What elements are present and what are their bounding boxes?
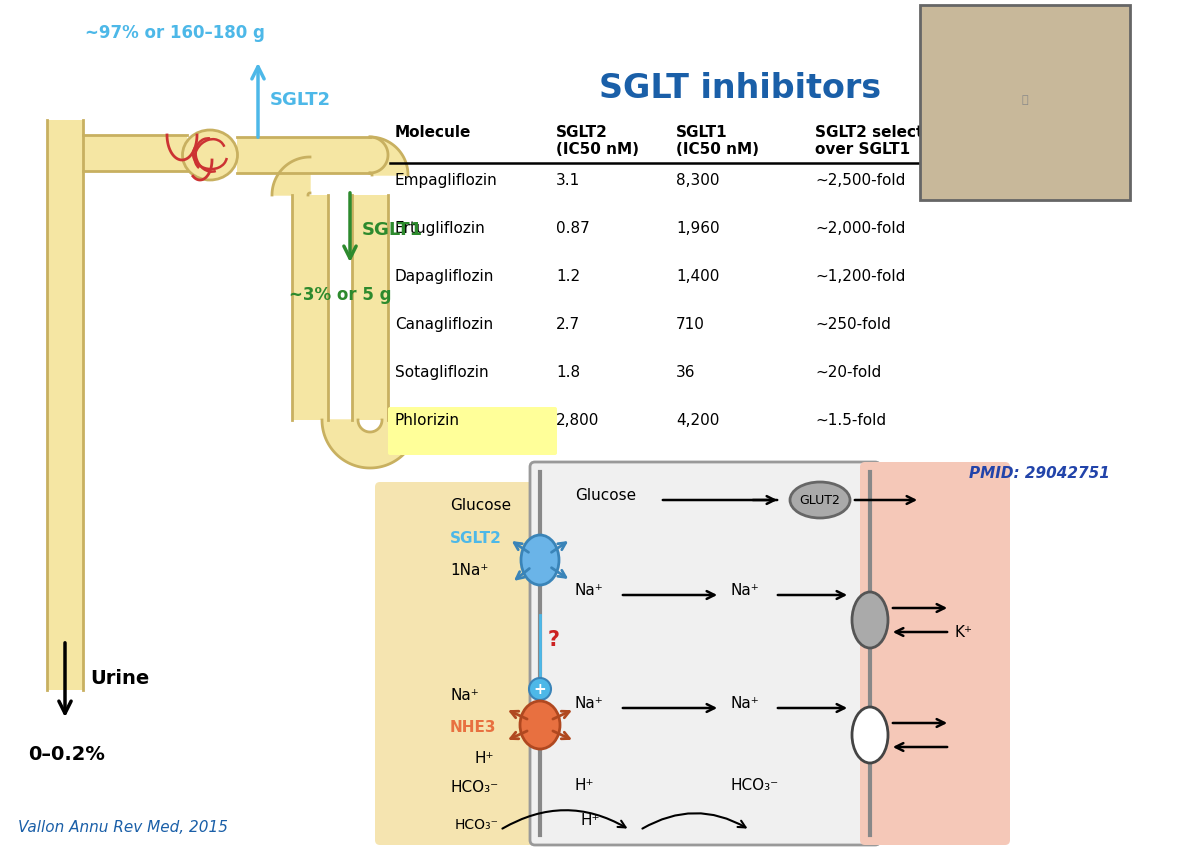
Text: H⁺: H⁺ [475, 751, 494, 765]
Text: (IC50 nM): (IC50 nM) [676, 142, 760, 157]
Text: 2.7: 2.7 [556, 317, 580, 332]
Text: ~2,000-fold: ~2,000-fold [815, 221, 905, 236]
Text: ?: ? [548, 630, 560, 650]
Text: 3.1: 3.1 [556, 173, 581, 188]
Text: Molecule: Molecule [395, 125, 472, 140]
Text: +: + [534, 681, 546, 697]
FancyBboxPatch shape [352, 195, 388, 420]
Text: 1,400: 1,400 [676, 269, 719, 284]
FancyBboxPatch shape [47, 120, 83, 690]
Text: H⁺: H⁺ [575, 777, 594, 793]
Text: Canagliflozin: Canagliflozin [395, 317, 493, 332]
Polygon shape [322, 420, 418, 468]
FancyBboxPatch shape [920, 5, 1130, 200]
Ellipse shape [520, 701, 560, 749]
Text: NHE3: NHE3 [450, 720, 497, 734]
Text: Ertugliflozin: Ertugliflozin [395, 221, 486, 236]
Text: SGLT2: SGLT2 [556, 125, 608, 140]
Ellipse shape [182, 130, 238, 180]
Text: ~3% or 5 g: ~3% or 5 g [289, 286, 391, 304]
Text: SGLT1: SGLT1 [676, 125, 727, 140]
Text: 1.2: 1.2 [556, 269, 580, 284]
Text: SGLT2 selectivity: SGLT2 selectivity [815, 125, 961, 140]
Text: 1Na⁺: 1Na⁺ [450, 563, 488, 577]
Text: 36: 36 [676, 365, 696, 380]
Text: H⁺: H⁺ [580, 812, 600, 828]
Text: Na⁺: Na⁺ [730, 582, 758, 598]
Text: ~1.5-fold: ~1.5-fold [815, 413, 886, 428]
Text: HCO₃⁻: HCO₃⁻ [450, 780, 498, 794]
Ellipse shape [852, 707, 888, 763]
Text: Vallon Annu Rev Med, 2015: Vallon Annu Rev Med, 2015 [18, 820, 228, 835]
Text: over SGLT1: over SGLT1 [815, 142, 910, 157]
Text: HCO₃⁻: HCO₃⁻ [730, 777, 778, 793]
Ellipse shape [521, 535, 559, 585]
Ellipse shape [790, 482, 850, 518]
Text: 8,300: 8,300 [676, 173, 720, 188]
FancyBboxPatch shape [83, 135, 187, 171]
Text: Glucose: Glucose [575, 487, 636, 503]
Text: Phlorizin: Phlorizin [395, 413, 460, 428]
Text: 2,800: 2,800 [556, 413, 599, 428]
FancyBboxPatch shape [238, 137, 370, 173]
Text: 1.8: 1.8 [556, 365, 580, 380]
Text: Na⁺: Na⁺ [450, 687, 479, 703]
Polygon shape [272, 157, 310, 195]
Text: HCO₃⁻: HCO₃⁻ [455, 818, 499, 832]
Text: Na⁺: Na⁺ [575, 582, 604, 598]
Text: Na⁺: Na⁺ [575, 695, 604, 711]
Text: 4,200: 4,200 [676, 413, 719, 428]
FancyBboxPatch shape [530, 462, 880, 845]
Text: Glucose: Glucose [450, 498, 511, 512]
Text: 📷: 📷 [1021, 95, 1028, 105]
FancyBboxPatch shape [374, 482, 545, 845]
Text: 1,960: 1,960 [676, 221, 720, 236]
Polygon shape [370, 137, 388, 173]
Text: 0.87: 0.87 [556, 221, 589, 236]
Text: ~20-fold: ~20-fold [815, 365, 881, 380]
Text: 0–0.2%: 0–0.2% [28, 745, 104, 764]
Text: GLUT2: GLUT2 [799, 493, 840, 506]
Text: Na⁺: Na⁺ [730, 695, 758, 711]
Text: ~250-fold: ~250-fold [815, 317, 890, 332]
Ellipse shape [852, 592, 888, 648]
Text: SGLT inhibitors: SGLT inhibitors [599, 72, 881, 105]
Ellipse shape [529, 678, 551, 700]
Text: SGLT2: SGLT2 [450, 530, 502, 545]
FancyBboxPatch shape [292, 195, 328, 420]
Text: SGLT1: SGLT1 [362, 221, 424, 239]
Text: ~1,200-fold: ~1,200-fold [815, 269, 905, 284]
Text: PMID: 29042751: PMID: 29042751 [970, 466, 1110, 481]
Text: Urine: Urine [90, 669, 149, 687]
Text: Dapagliflozin: Dapagliflozin [395, 269, 494, 284]
Text: ~2,500-fold: ~2,500-fold [815, 173, 905, 188]
Text: Empagliflozin: Empagliflozin [395, 173, 498, 188]
Text: K⁺: K⁺ [955, 624, 973, 640]
FancyBboxPatch shape [860, 462, 1010, 845]
FancyBboxPatch shape [388, 407, 557, 455]
Polygon shape [370, 137, 408, 175]
Text: ~97% or 160–180 g: ~97% or 160–180 g [85, 24, 265, 42]
Text: (IC50 nM): (IC50 nM) [556, 142, 640, 157]
Text: SGLT2: SGLT2 [270, 91, 331, 109]
Text: 710: 710 [676, 317, 704, 332]
Text: Sotagliflozin: Sotagliflozin [395, 365, 488, 380]
